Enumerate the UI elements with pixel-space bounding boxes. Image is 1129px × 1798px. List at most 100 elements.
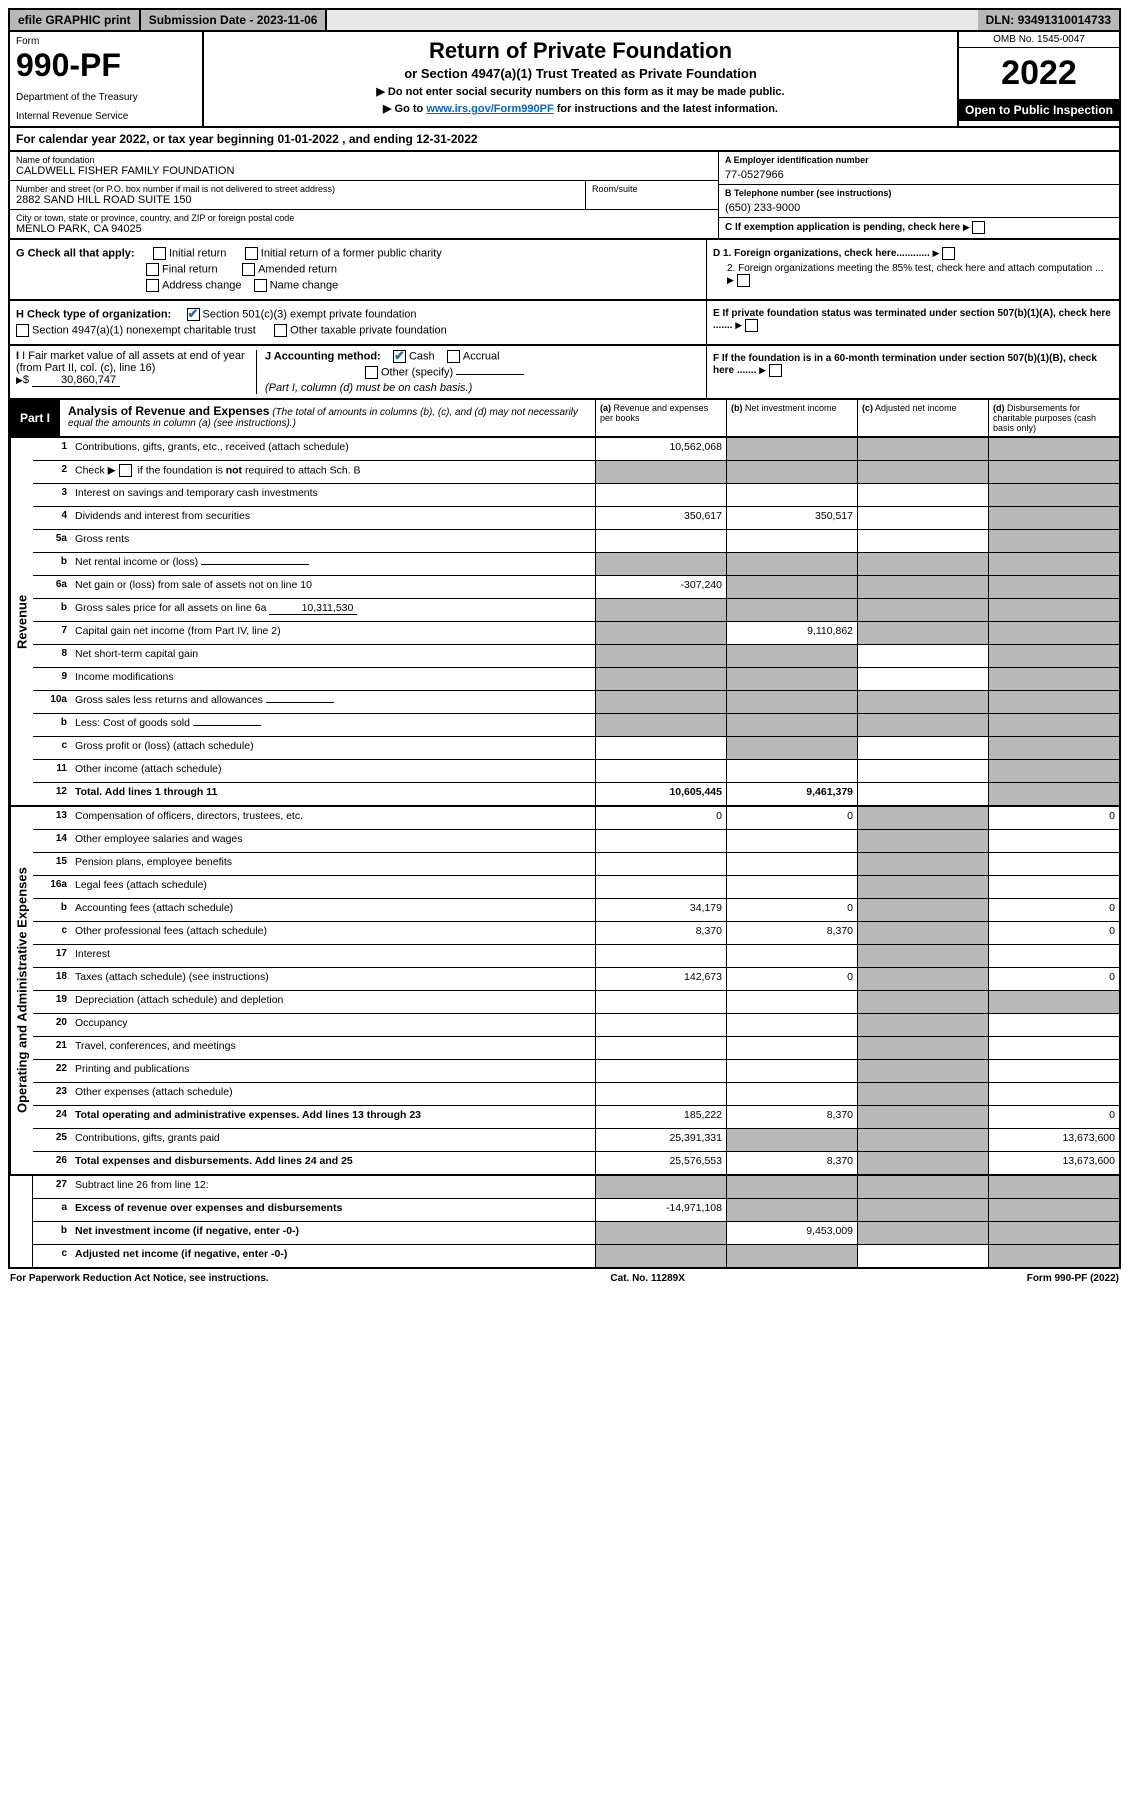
f-section: F If the foundation is in a 60-month ter… [706,346,1119,398]
chk-initial-former[interactable] [245,247,258,260]
efile-badge: efile GRAPHIC print [10,10,141,30]
row-10a: 10aGross sales less returns and allowanc… [33,691,1119,714]
row-13: 13Compensation of officers, directors, t… [33,807,1119,830]
col-a-head: (a) Revenue and expenses per books [595,400,726,436]
part1-badge: Part I [10,400,60,436]
form-label: Form [16,36,196,47]
omb-number: OMB No. 1545-0047 [959,32,1119,48]
row-11: 11Other income (attach schedule) [33,760,1119,783]
ein-value: 77-0527966 [725,169,1113,181]
chk-other-method[interactable] [365,366,378,379]
row-23: 23Other expenses (attach schedule) [33,1083,1119,1106]
form-title: Return of Private Foundation [210,38,951,64]
row-20: 20Occupancy [33,1014,1119,1037]
part1-desc: Analysis of Revenue and Expenses (The to… [60,400,595,436]
chk-amended-return[interactable] [242,263,255,276]
chk-name-change[interactable] [254,279,267,292]
chk-4947a1[interactable] [16,324,29,337]
row-6b: bGross sales price for all assets on lin… [33,599,1119,622]
exemption-checkbox[interactable] [972,221,985,234]
chk-f[interactable] [769,364,782,377]
row-15: 15Pension plans, employee benefits [33,853,1119,876]
row-6a: 6aNet gain or (loss) from sale of assets… [33,576,1119,599]
dept-treasury: Department of the Treasury [16,92,196,103]
chk-d2[interactable] [737,274,750,287]
row-3: 3Interest on savings and temporary cash … [33,484,1119,507]
irs-link[interactable]: www.irs.gov/Form990PF [426,103,553,115]
chk-initial-return[interactable] [153,247,166,260]
form-number: 990-PF [16,47,196,84]
row-4: 4Dividends and interest from securities3… [33,507,1119,530]
row-5b: bNet rental income or (loss) [33,553,1119,576]
tax-year: 2022 [959,48,1119,99]
chk-501c3[interactable] [187,308,200,321]
check-section-h: H Check type of organization: Section 50… [8,301,1121,346]
row-27c: cAdjusted net income (if negative, enter… [33,1245,1119,1267]
expenses-section: Operating and Administrative Expenses 13… [8,807,1121,1176]
row-27b: bNet investment income (if negative, ent… [33,1222,1119,1245]
open-inspection: Open to Public Inspection [959,99,1119,121]
street-address: 2882 SAND HILL ROAD SUITE 150 [16,194,579,206]
identification-block: Name of foundation CALDWELL FISHER FAMIL… [8,152,1121,240]
chk-d1[interactable] [942,247,955,260]
row-22: 22Printing and publications [33,1060,1119,1083]
j-note: (Part I, column (d) must be on cash basi… [265,382,700,394]
exemption-pending-row: C If exemption application is pending, c… [719,218,1119,237]
row-10b: bLess: Cost of goods sold [33,714,1119,737]
submission-date: Submission Date - 2023-11-06 [141,10,328,30]
top-bar: efile GRAPHIC print Submission Date - 20… [8,8,1121,32]
revenue-label: Revenue [10,438,33,805]
banner-left: Form 990-PF Department of the Treasury I… [10,32,204,126]
check-section-ij: I I Fair market value of all assets at e… [8,346,1121,400]
chk-cash[interactable] [393,350,406,363]
row-12: 12Total. Add lines 1 through 1110,605,44… [33,783,1119,805]
dln: DLN: 93491310014733 [978,10,1119,30]
d-section: D 1. Foreign organizations, check here..… [706,240,1119,299]
phone-value: (650) 233-9000 [725,202,1113,214]
j-accounting: J Accounting method: Cash Accrual Other … [256,350,700,394]
chk-sch-b[interactable] [119,464,132,477]
form-banner: Form 990-PF Department of the Treasury I… [8,32,1121,128]
banner-title: Return of Private Foundation or Section … [204,32,957,126]
row-17: 17Interest [33,945,1119,968]
i-fmv: I I Fair market value of all assets at e… [16,350,256,394]
page-footer: For Paperwork Reduction Act Notice, see … [8,1269,1121,1288]
e-section: E If private foundation status was termi… [706,301,1119,344]
col-d-head: (d) Disbursements for charitable purpose… [988,400,1119,436]
address-row: Number and street (or P.O. box number if… [10,181,718,210]
dept-irs: Internal Revenue Service [16,111,196,122]
chk-e[interactable] [745,319,758,332]
row-9: 9Income modifications [33,668,1119,691]
check-section-g: G Check all that apply: Initial return I… [8,240,1121,301]
row-16b: bAccounting fees (attach schedule)34,179… [33,899,1119,922]
row-26: 26Total expenses and disbursements. Add … [33,1152,1119,1174]
instr-ssn: ▶ Do not enter social security numbers o… [210,85,951,98]
row-19: 19Depreciation (attach schedule) and dep… [33,991,1119,1014]
row-5a: 5aGross rents [33,530,1119,553]
chk-address-change[interactable] [146,279,159,292]
form-ref: Form 990-PF (2022) [1027,1273,1119,1284]
chk-other-taxable[interactable] [274,324,287,337]
row-24: 24Total operating and administrative exp… [33,1106,1119,1129]
room-suite: Room/suite [586,181,718,209]
calendar-year-row: For calendar year 2022, or tax year begi… [8,128,1121,152]
row-7: 7Capital gain net income (from Part IV, … [33,622,1119,645]
chk-accrual[interactable] [447,350,460,363]
city-row: City or town, state or province, country… [10,210,718,238]
banner-right: OMB No. 1545-0047 2022 Open to Public In… [957,32,1119,126]
city-state-zip: MENLO PARK, CA 94025 [16,223,712,235]
id-left: Name of foundation CALDWELL FISHER FAMIL… [10,152,718,238]
col-b-head: (b) Net investment income [726,400,857,436]
part1-header: Part I Analysis of Revenue and Expenses … [8,400,1121,438]
row-1: 1Contributions, gifts, grants, etc., rec… [33,438,1119,461]
instr-link: ▶ Go to www.irs.gov/Form990PF for instru… [210,102,951,115]
row-21: 21Travel, conferences, and meetings [33,1037,1119,1060]
chk-final-return[interactable] [146,263,159,276]
id-right: A Employer identification number 77-0527… [718,152,1119,238]
ein-row: A Employer identification number 77-0527… [719,152,1119,185]
row-10c: cGross profit or (loss) (attach schedule… [33,737,1119,760]
col-c-head: (c) Adjusted net income [857,400,988,436]
row-27a: aExcess of revenue over expenses and dis… [33,1199,1119,1222]
expenses-label: Operating and Administrative Expenses [10,807,33,1174]
row-27: 27Subtract line 26 from line 12: [33,1176,1119,1199]
